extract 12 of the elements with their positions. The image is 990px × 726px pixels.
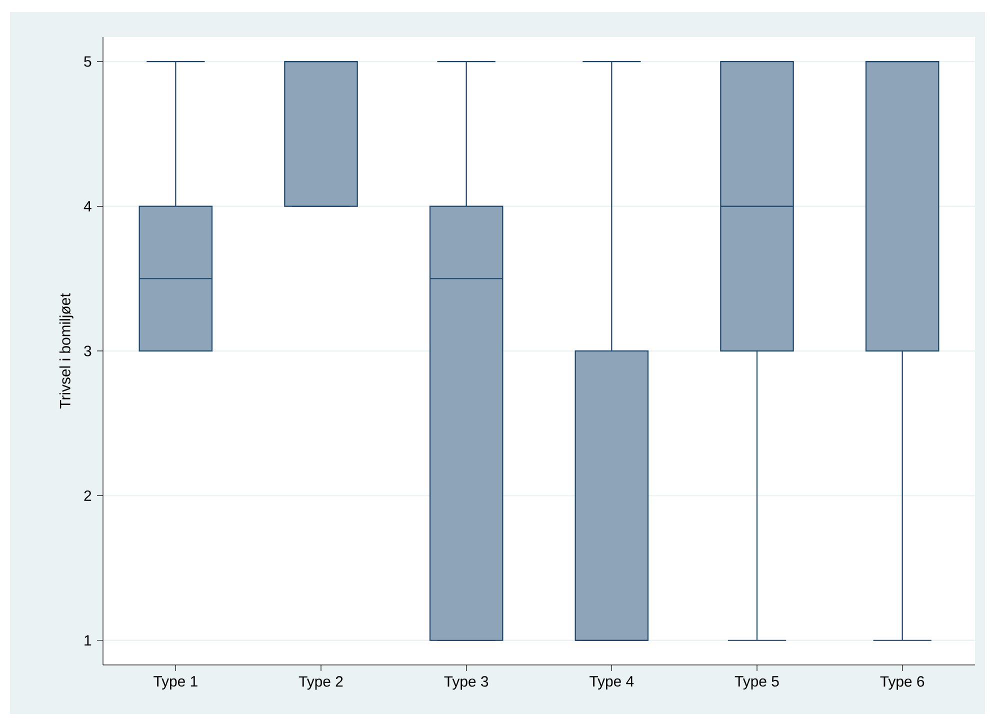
y-tick-label: 3	[84, 346, 92, 356]
x-tick-label: Type 5	[734, 676, 779, 690]
y-axis-title: Trivsel i bomiljøet	[59, 293, 74, 408]
y-tick-label: 5	[84, 56, 92, 67]
y-tick-label: 1	[84, 635, 92, 646]
y-tick-label: 2	[84, 490, 92, 501]
x-tick-label: Type 2	[298, 676, 343, 690]
x-tick-label: Type 4	[590, 676, 634, 690]
x-tick-label: Type 3	[444, 676, 488, 690]
x-tick-label: Type 1	[154, 676, 198, 690]
x-tick-label: Type 6	[880, 676, 924, 690]
y-tick-label: 4	[84, 201, 92, 212]
